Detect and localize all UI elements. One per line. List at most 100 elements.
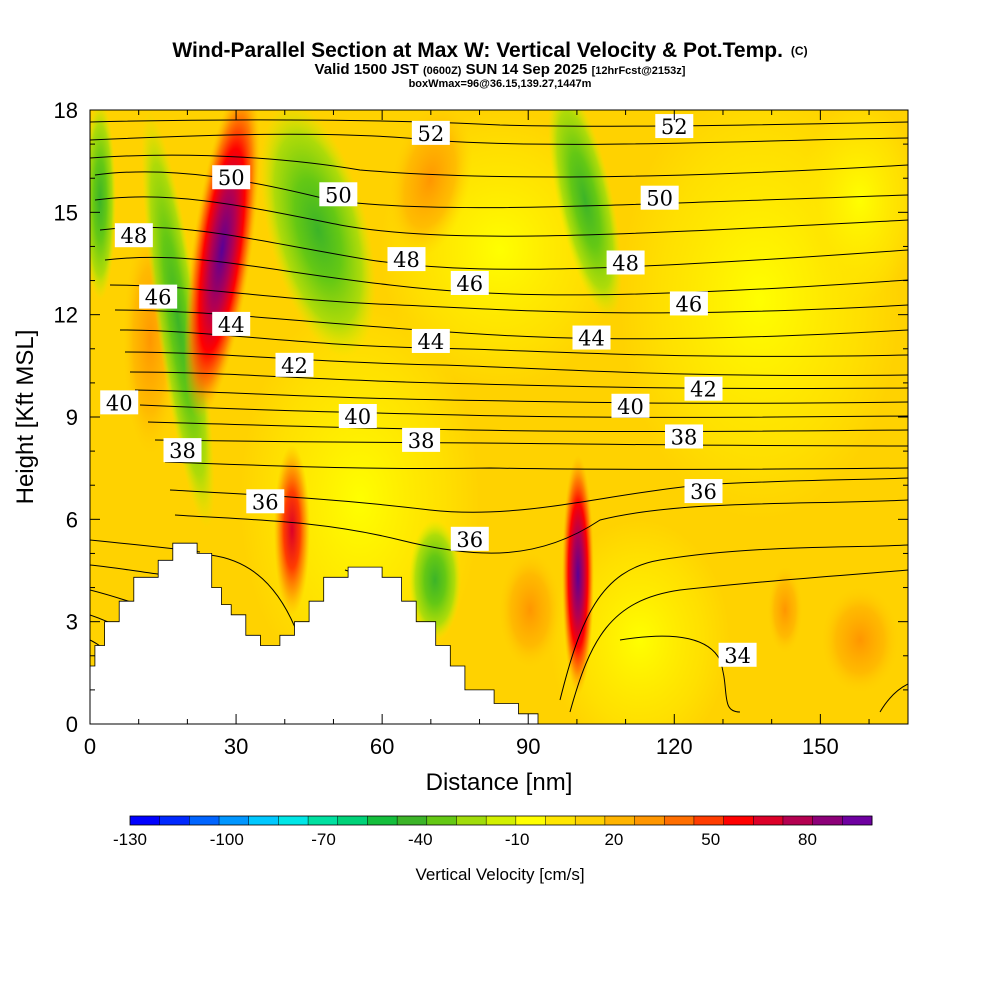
x-axis-title: Distance [nm] bbox=[426, 769, 573, 796]
theta-label-42: 42 bbox=[684, 376, 723, 402]
theta-label-text: 38 bbox=[671, 425, 698, 449]
colorbar-swatch bbox=[337, 816, 368, 825]
vv-field bbox=[90, 110, 908, 724]
colorbar-swatch bbox=[664, 816, 695, 825]
theta-label-bg bbox=[572, 325, 611, 350]
theta-label-bg bbox=[402, 427, 441, 452]
x-axis: 0 30 60 90 120 150 bbox=[84, 110, 870, 759]
theta-label-46: 46 bbox=[450, 270, 489, 296]
chart-subtitle-box: boxWmax=96@36.15,139.27,1447m bbox=[409, 78, 592, 90]
theta-label-bg bbox=[411, 120, 450, 145]
colorbar-tick-label: -10 bbox=[505, 830, 530, 849]
theta-label-text: 48 bbox=[120, 224, 147, 248]
y-tick-label: 0 bbox=[66, 712, 78, 737]
colorbar-swatch bbox=[486, 816, 517, 825]
theta-label-bg bbox=[246, 489, 285, 514]
theta-contour-33 bbox=[879, 683, 908, 713]
colorbar-swatch bbox=[693, 816, 725, 825]
theta-label-text: 34 bbox=[724, 644, 751, 668]
theta-label-bg bbox=[139, 284, 178, 309]
vv-downdraft-1 bbox=[141, 112, 215, 528]
vv-orange-cell-2 bbox=[498, 550, 562, 670]
theta-label-text: 38 bbox=[169, 439, 196, 463]
theta-label-bg bbox=[665, 424, 704, 449]
y-tick-label: 9 bbox=[66, 405, 78, 430]
theta-label-bg bbox=[411, 328, 450, 353]
theta-label-bg bbox=[684, 479, 723, 504]
theta-label-bg bbox=[606, 250, 645, 275]
theta-label-bg bbox=[275, 352, 314, 377]
x-tick-label: 120 bbox=[656, 734, 693, 759]
colorbar-swatch bbox=[219, 816, 250, 825]
subtitle-date: SUN 14 Sep 2025 bbox=[461, 61, 591, 78]
theta-contour-34 bbox=[569, 569, 908, 713]
subtitle-valid: Valid 1500 JST bbox=[315, 61, 423, 78]
theta-label-text: 40 bbox=[617, 395, 644, 419]
vv-updraft-max bbox=[562, 455, 594, 695]
theta-contour-35b bbox=[559, 544, 908, 701]
theta-label-bg bbox=[114, 223, 153, 248]
theta-label-36: 36 bbox=[450, 526, 489, 552]
theta-label-40: 40 bbox=[338, 404, 377, 429]
chart-subtitle: Valid 1500 JST (0600Z) SUN 14 Sep 2025 [… bbox=[315, 61, 686, 78]
y-tick-label: 15 bbox=[54, 200, 78, 225]
chart-title: Wind-Parallel Section at Max W: Vertical… bbox=[172, 39, 807, 62]
theta-label-text: 42 bbox=[281, 354, 308, 378]
theta-contour-valley bbox=[209, 554, 301, 641]
theta-label-bg bbox=[669, 291, 708, 316]
theta-label-text: 36 bbox=[456, 528, 483, 552]
colorbar-swatch bbox=[604, 816, 636, 825]
plot-area bbox=[90, 110, 908, 724]
colorbar-tick-label: -130 bbox=[113, 830, 147, 849]
theta-label-50: 50 bbox=[319, 182, 358, 207]
theta-label-bg bbox=[212, 311, 251, 336]
theta-label-text: 40 bbox=[106, 391, 133, 415]
vv-orange-cell-1 bbox=[387, 110, 473, 259]
theta-label-text: 48 bbox=[612, 252, 639, 276]
y-tick-label: 6 bbox=[66, 507, 78, 532]
theta-label-text: 46 bbox=[676, 292, 703, 316]
theta-label-38: 38 bbox=[163, 438, 202, 463]
theta-label-50: 50 bbox=[640, 185, 679, 211]
terrain bbox=[90, 542, 539, 724]
theta-label-text: 50 bbox=[325, 183, 352, 207]
theta-contour-50 bbox=[94, 171, 908, 209]
theta-label-text: 42 bbox=[690, 378, 717, 402]
y-tick-label: 18 bbox=[54, 98, 78, 123]
theta-label-text: 36 bbox=[690, 480, 717, 504]
theta-contour-43 bbox=[124, 351, 908, 377]
theta-contour-42 bbox=[129, 371, 908, 390]
colorbar-swatch bbox=[575, 816, 606, 825]
x-tick-label: 30 bbox=[224, 734, 248, 759]
theta-label-bg bbox=[338, 404, 377, 428]
colorbar-swatch bbox=[842, 816, 873, 825]
colorbar-tick-label: 50 bbox=[701, 830, 720, 849]
theta-contour-35 bbox=[174, 499, 908, 554]
theta-label-bg bbox=[163, 438, 202, 463]
theta-label-bg bbox=[387, 247, 426, 272]
theta-label-48: 48 bbox=[606, 250, 645, 276]
theta-label-text: 50 bbox=[218, 166, 245, 190]
theta-label-40: 40 bbox=[611, 393, 650, 419]
vv-yellow-band-5 bbox=[800, 110, 908, 300]
theta-label-bg bbox=[640, 185, 679, 210]
theta-label-44: 44 bbox=[572, 325, 611, 351]
vv-downdraft-3 bbox=[547, 110, 623, 318]
colorbar-swatch bbox=[515, 816, 547, 825]
chart-title-mark: (C) bbox=[791, 44, 808, 58]
theta-contour-39 bbox=[147, 421, 908, 432]
theta-label-text: 46 bbox=[145, 286, 172, 310]
theta-label-text: 44 bbox=[218, 313, 245, 337]
theta-label-52: 52 bbox=[411, 120, 450, 146]
colorbar-swatch bbox=[634, 816, 665, 825]
colorbar-swatch bbox=[189, 816, 220, 825]
colorbar-swatch bbox=[367, 816, 398, 825]
theta-contour-46 bbox=[109, 284, 908, 314]
theta-contour-36 bbox=[169, 477, 908, 513]
theta-label-text: 52 bbox=[417, 122, 444, 146]
theta-contour-49 bbox=[94, 196, 908, 237]
theta-label-text: 36 bbox=[252, 490, 279, 514]
theta-contour-37 bbox=[164, 461, 908, 470]
theta-label-48: 48 bbox=[387, 247, 426, 272]
